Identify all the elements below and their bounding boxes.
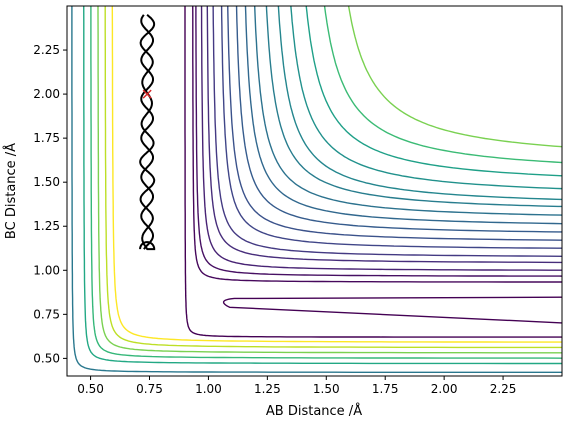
contour-level bbox=[253, 6, 562, 216]
x-tick-label: 1.50 bbox=[313, 382, 340, 396]
y-axis-label: BC Distance /Å bbox=[3, 143, 19, 239]
contour-level bbox=[83, 6, 562, 365]
contour-level bbox=[97, 6, 562, 354]
contour-level bbox=[265, 6, 562, 208]
contour-level bbox=[323, 6, 562, 164]
y-tick-label: 1.25 bbox=[33, 219, 60, 233]
contour-level bbox=[220, 6, 562, 249]
contour-level bbox=[200, 6, 562, 271]
start-marker-stroke bbox=[142, 89, 152, 99]
contour-level bbox=[222, 296, 562, 324]
contour-level bbox=[111, 6, 562, 343]
y-axis-ticks: 0.50 0.75 1.00 1.25 1.50 1.75 2.00 2.25 bbox=[33, 43, 67, 365]
y-tick-label: 2.25 bbox=[33, 43, 60, 57]
plot-frame bbox=[66, 5, 563, 377]
x-axis-ticks: 0.50 0.75 1.00 1.25 1.50 1.75 2.00 2.25 bbox=[77, 376, 516, 396]
y-tick-label: 1.50 bbox=[33, 175, 60, 189]
x-tick-label: 1.00 bbox=[195, 382, 222, 396]
contour-lines bbox=[71, 6, 562, 373]
y-tick-label: 0.50 bbox=[33, 351, 60, 365]
start-marker bbox=[142, 89, 152, 99]
contour-level bbox=[347, 6, 562, 148]
contour-level bbox=[192, 6, 562, 283]
contour-level bbox=[305, 6, 562, 177]
contour-level bbox=[290, 6, 562, 190]
y-tick-label: 0.75 bbox=[33, 307, 60, 321]
trajectory-line bbox=[139, 14, 156, 251]
contour-level bbox=[104, 6, 562, 349]
x-tick-label: 0.75 bbox=[136, 382, 163, 396]
contour-level bbox=[235, 6, 562, 233]
contour-level bbox=[206, 6, 562, 264]
y-tick-label: 1.75 bbox=[33, 131, 60, 145]
x-axis-label: AB Distance /Å bbox=[266, 403, 362, 419]
trajectory-path bbox=[140, 14, 154, 250]
contour-level bbox=[244, 6, 562, 225]
contour-level bbox=[212, 6, 562, 257]
trajectory-path bbox=[139, 14, 156, 251]
contour-level bbox=[195, 6, 562, 277]
x-tick-label: 0.50 bbox=[77, 382, 104, 396]
y-tick-label: 2.00 bbox=[33, 87, 60, 101]
contour-level bbox=[227, 6, 562, 241]
y-tick-label: 1.00 bbox=[33, 263, 60, 277]
x-tick-label: 1.75 bbox=[372, 382, 399, 396]
x-tick-label: 1.25 bbox=[254, 382, 281, 396]
x-tick-label: 2.25 bbox=[490, 382, 517, 396]
contour-level bbox=[277, 6, 562, 201]
contour-level bbox=[184, 6, 562, 338]
contour-level bbox=[71, 6, 562, 373]
x-tick-label: 2.00 bbox=[431, 382, 458, 396]
contour-level bbox=[90, 6, 562, 359]
